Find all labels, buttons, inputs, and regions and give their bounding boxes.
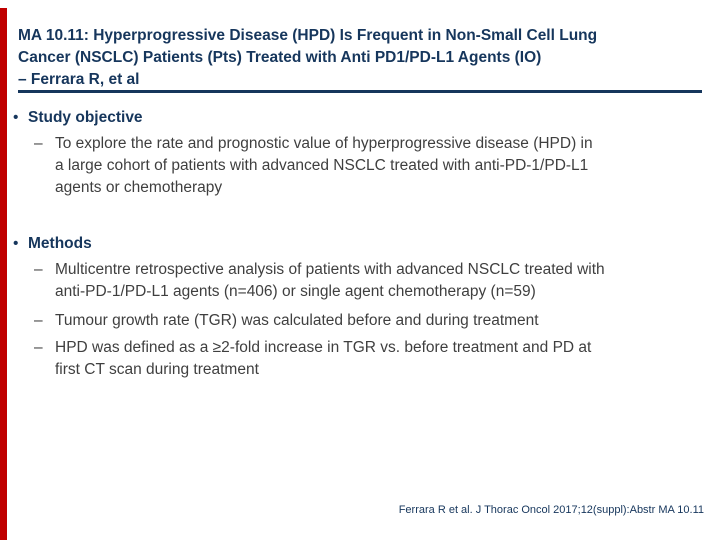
sub-bullet-line: To explore the rate and prognostic value… bbox=[55, 135, 593, 152]
dash-icon: – bbox=[34, 261, 43, 278]
slide-title-line-3: – Ferrara R, et al bbox=[18, 71, 140, 88]
citation-footer: Ferrara R et al. J Thorac Oncol 2017;12(… bbox=[398, 504, 704, 516]
slide-title: MA 10.11: Hyperprogressive Disease (HPD)… bbox=[18, 25, 712, 91]
sub-bullet-text: Tumour growth rate (TGR) was calculated … bbox=[55, 310, 539, 332]
title-divider-rule bbox=[18, 90, 702, 93]
section-heading-label: Study objective bbox=[28, 109, 143, 126]
sub-bullet-line: agents or chemotherapy bbox=[55, 179, 223, 196]
dash-icon: – bbox=[34, 339, 43, 356]
sub-bullet-line: anti-PD-1/PD-L1 agents (n=406) or single… bbox=[55, 283, 536, 300]
bullet-icon: • bbox=[13, 109, 19, 126]
slide-title-line-1: MA 10.11: Hyperprogressive Disease (HPD)… bbox=[18, 27, 598, 44]
sub-bullet-text: Multicentre retrospective analysis of pa… bbox=[55, 259, 605, 303]
sub-bullet-text: To explore the rate and prognostic value… bbox=[55, 133, 593, 199]
sub-bullet-line: first CT scan during treatment bbox=[55, 361, 259, 378]
slide-title-line-2: Cancer (NSCLC) Patients (Pts) Treated wi… bbox=[18, 49, 542, 66]
sub-bullet-methods-2: – Tumour growth rate (TGR) was calculate… bbox=[34, 310, 539, 332]
left-accent-bar bbox=[0, 8, 7, 540]
section-heading-study-objective: • Study objective bbox=[13, 107, 143, 129]
dash-icon: – bbox=[34, 135, 43, 152]
section-heading-label: Methods bbox=[28, 235, 92, 252]
sub-bullet-methods-1: – Multicentre retrospective analysis of … bbox=[34, 259, 605, 303]
sub-bullet-study-objective-1: – To explore the rate and prognostic val… bbox=[34, 133, 593, 199]
sub-bullet-line: Multicentre retrospective analysis of pa… bbox=[55, 261, 605, 278]
sub-bullet-text: HPD was defined as a ≥2-fold increase in… bbox=[55, 337, 591, 381]
dash-icon: – bbox=[34, 312, 43, 329]
sub-bullet-line: a large cohort of patients with advanced… bbox=[55, 157, 589, 174]
bullet-icon: • bbox=[13, 235, 19, 252]
sub-bullet-line: HPD was defined as a ≥2-fold increase in… bbox=[55, 339, 592, 356]
sub-bullet-methods-3: – HPD was defined as a ≥2-fold increase … bbox=[34, 337, 591, 381]
sub-bullet-line: Tumour growth rate (TGR) was calculated … bbox=[55, 312, 539, 329]
section-heading-methods: • Methods bbox=[13, 233, 92, 255]
